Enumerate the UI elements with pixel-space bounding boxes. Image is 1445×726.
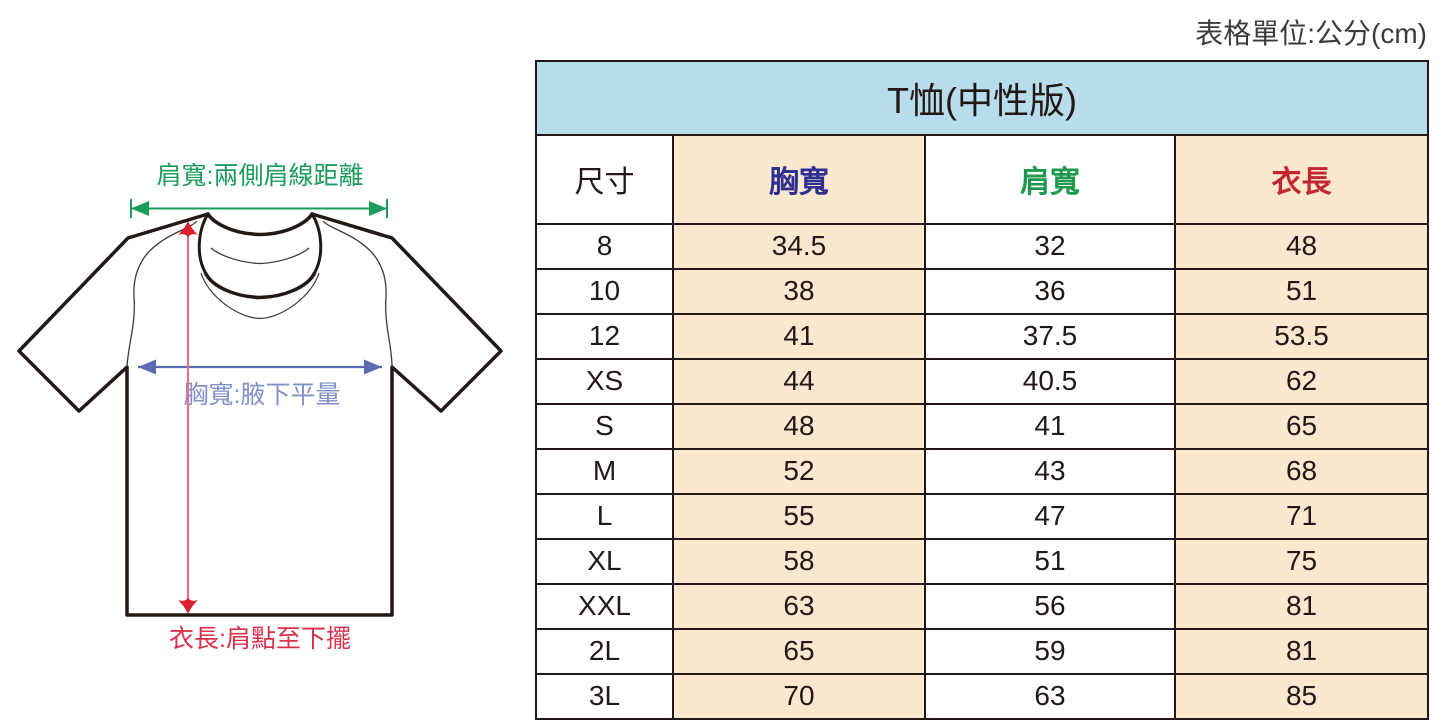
svg-text:衣長:肩點至下擺: 衣長:肩點至下擺 xyxy=(169,625,351,653)
svg-text:胸寬:腋下平量: 胸寬:腋下平量 xyxy=(184,381,341,409)
svg-text:肩寬:兩側肩線距離: 肩寬:兩側肩線距離 xyxy=(157,162,364,190)
